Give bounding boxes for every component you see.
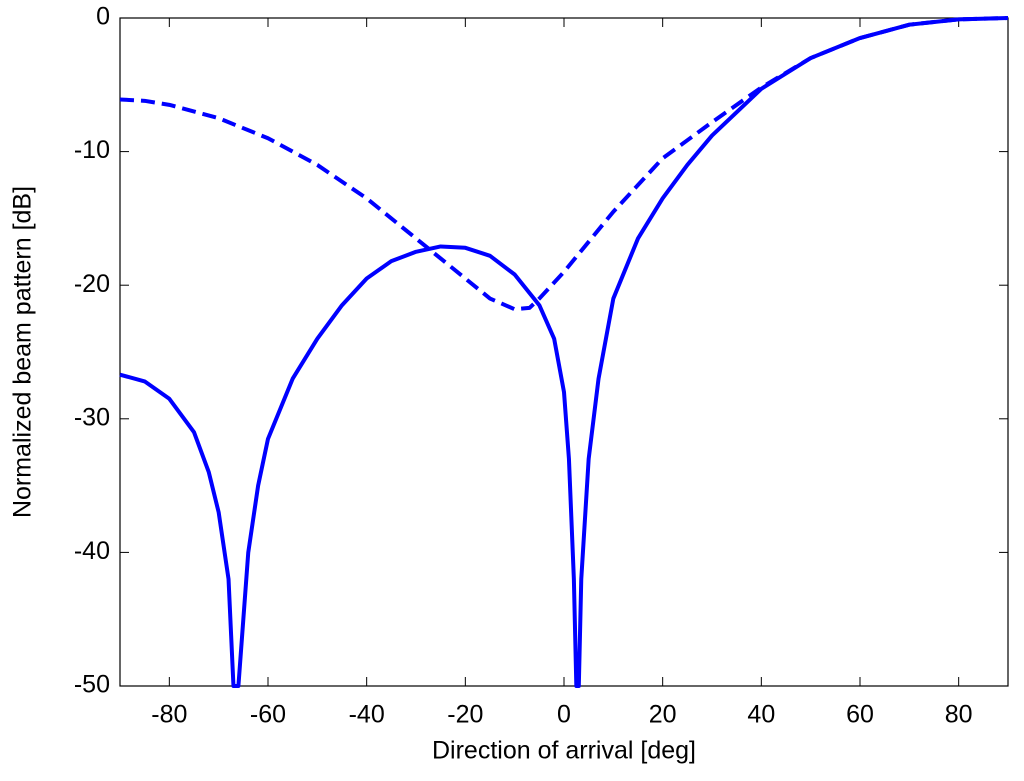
x-tick-label: 40 bbox=[747, 701, 775, 729]
x-tick-label: 20 bbox=[649, 701, 677, 729]
x-tick-label: 80 bbox=[945, 701, 973, 729]
y-tick-label: -50 bbox=[74, 671, 110, 699]
x-tick-label: 0 bbox=[557, 701, 571, 729]
x-tick-label: -20 bbox=[447, 701, 483, 729]
x-tick-label: -40 bbox=[349, 701, 385, 729]
y-axis-label: Normalized beam pattern [dB] bbox=[9, 186, 37, 518]
x-tick-label: 60 bbox=[846, 701, 874, 729]
y-tick-label: -40 bbox=[74, 537, 110, 565]
data-line bbox=[119, 16, 1009, 688]
x-tick-label: -80 bbox=[151, 701, 187, 729]
plot-frame bbox=[119, 17, 1009, 687]
y-tick-label: -30 bbox=[74, 403, 110, 431]
x-axis-label: Direction of arrival [deg] bbox=[432, 737, 696, 765]
y-tick-label: -10 bbox=[74, 136, 110, 164]
x-tick-label: -60 bbox=[250, 701, 286, 729]
y-tick-label: 0 bbox=[96, 3, 110, 31]
data-line bbox=[119, 16, 1009, 312]
y-tick-label: -20 bbox=[74, 270, 110, 298]
